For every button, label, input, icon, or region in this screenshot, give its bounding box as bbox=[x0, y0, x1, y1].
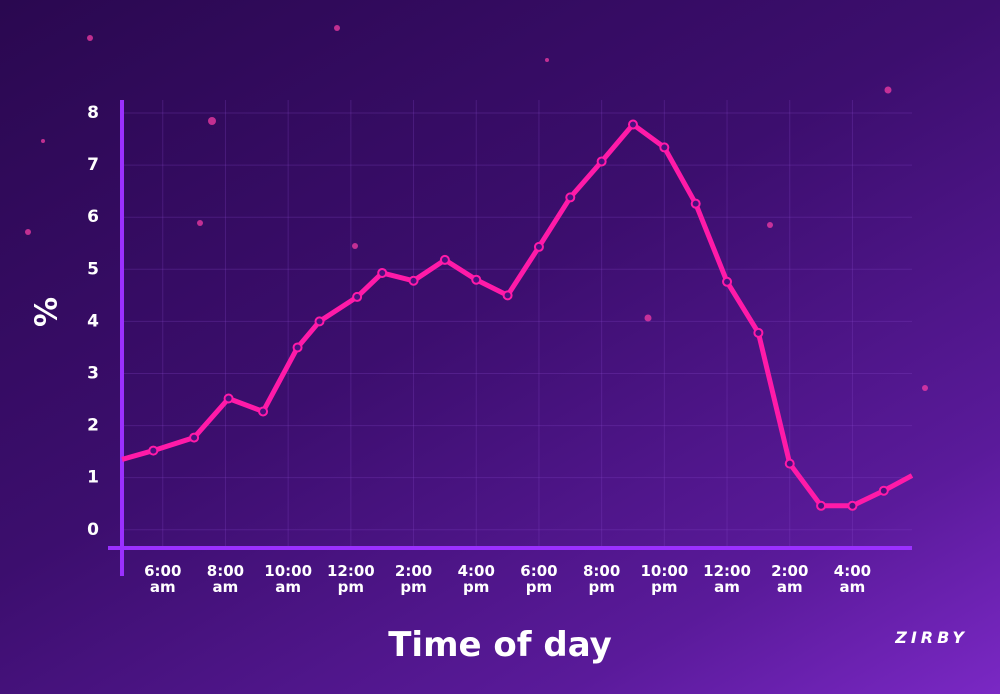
data-point bbox=[439, 254, 450, 265]
data-point bbox=[471, 274, 482, 285]
x-tick-label: 4:00 am bbox=[833, 562, 872, 596]
y-tick-label: 7 bbox=[87, 155, 99, 175]
data-point bbox=[690, 198, 701, 209]
data-point bbox=[784, 458, 795, 469]
y-tick-label: 3 bbox=[87, 363, 99, 383]
data-point bbox=[314, 316, 325, 327]
data-point bbox=[659, 142, 670, 153]
y-tick-label: 4 bbox=[87, 311, 99, 331]
y-tick-label: 6 bbox=[87, 207, 99, 227]
x-tick-label: 2:00 pm bbox=[394, 562, 433, 596]
data-point bbox=[533, 241, 544, 252]
data-point bbox=[223, 393, 234, 404]
x-tick-label: 10:00 pm bbox=[640, 562, 689, 596]
data-point bbox=[596, 156, 607, 167]
x-axis-label: Time of day bbox=[388, 625, 612, 665]
data-point bbox=[722, 276, 733, 287]
y-tick-label: 2 bbox=[87, 416, 99, 436]
data-point bbox=[377, 267, 388, 278]
data-point bbox=[847, 500, 858, 511]
data-point bbox=[352, 291, 363, 302]
stars bbox=[25, 25, 928, 391]
x-tick-label: 8:00 am bbox=[206, 562, 245, 596]
data-point bbox=[816, 500, 827, 511]
data-point bbox=[502, 290, 513, 301]
y-tick-label: 5 bbox=[87, 259, 99, 279]
y-axis-label: % bbox=[30, 297, 65, 327]
y-tick-label: 0 bbox=[87, 520, 99, 540]
data-line bbox=[121, 121, 914, 509]
data-point bbox=[565, 192, 576, 203]
x-tick-label: 8:00 pm bbox=[582, 562, 621, 596]
x-tick-label: 10:00 am bbox=[264, 562, 313, 596]
data-point bbox=[408, 275, 419, 286]
y-tick-label: 1 bbox=[87, 468, 99, 488]
data-point bbox=[258, 406, 269, 417]
data-point bbox=[189, 432, 200, 443]
x-tick-label: 4:00 pm bbox=[457, 562, 495, 596]
data-point bbox=[627, 119, 638, 130]
logo: ZIRBY bbox=[895, 628, 968, 647]
y-tick-label: 8 bbox=[87, 103, 99, 123]
x-tick-label: 2:00 am bbox=[771, 562, 809, 596]
data-point bbox=[878, 485, 889, 496]
x-tick-label: 6:00 pm bbox=[520, 562, 558, 596]
x-tick-label: 6:00 am bbox=[144, 562, 182, 596]
x-tick-label: 12:00 am bbox=[703, 562, 751, 596]
data-point bbox=[753, 327, 764, 338]
data-point bbox=[148, 445, 159, 456]
data-point bbox=[292, 342, 303, 353]
x-tick-label: 12:00 pm bbox=[326, 562, 375, 596]
